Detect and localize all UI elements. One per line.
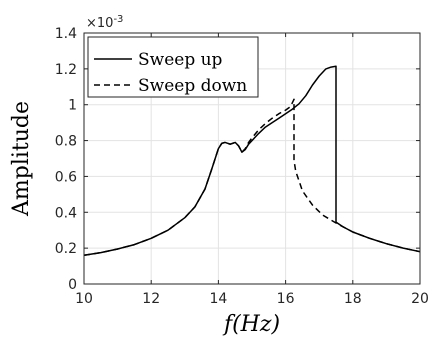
y-tick-label: 0.6 xyxy=(55,169,77,185)
y-tick-label: 1 xyxy=(68,98,77,114)
legend-label-sweep-down: Sweep down xyxy=(138,76,247,96)
y-tick-label: 0.4 xyxy=(55,205,77,221)
axis-ticks: 10 12 14 16 18 20 0 0.2 0.4 0.6 0.8 1 1.2 1.4 xyxy=(55,26,429,307)
x-axis-label: f(Hz) xyxy=(222,312,280,337)
y-tick-label: 0.2 xyxy=(55,241,77,257)
x-tick-label: 12 xyxy=(142,291,160,307)
x-tick-label: 16 xyxy=(277,291,295,307)
series-line-sweep-up xyxy=(83,65,421,257)
y-axis-exponent: ×10-3 xyxy=(86,14,123,31)
x-tick-label: 20 xyxy=(411,291,429,307)
y-tick-label: 1.4 xyxy=(55,26,77,42)
plot-frame xyxy=(83,32,421,285)
y-tick-label: 0.8 xyxy=(55,134,77,150)
x-tick-label: 18 xyxy=(344,291,362,307)
x-tick-label: 10 xyxy=(75,291,93,307)
legend-label-sweep-up: Sweep up xyxy=(138,50,223,70)
plot-lines xyxy=(83,65,421,257)
y-tick-label: 1.2 xyxy=(55,62,77,78)
y-tick-label: 0 xyxy=(68,277,77,293)
series-line-sweep-down xyxy=(83,98,421,257)
x-tick-label: 14 xyxy=(209,291,227,307)
y-axis-label: Amplitude xyxy=(9,101,34,217)
legend-box xyxy=(87,36,259,98)
legend: Sweep up Sweep down xyxy=(87,36,259,98)
